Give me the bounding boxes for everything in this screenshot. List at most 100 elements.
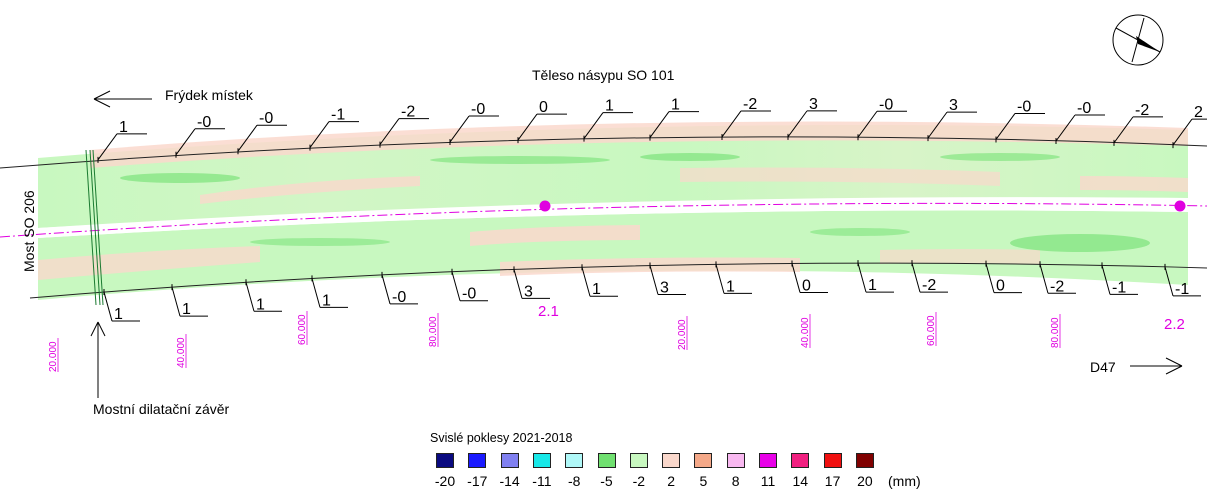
leader-line bbox=[1055, 114, 1076, 142]
joint-label: Mostní dilatační závěr bbox=[93, 401, 230, 417]
leader-line bbox=[1164, 266, 1174, 296]
lower-value: 1 bbox=[592, 281, 601, 298]
lower-value: 1 bbox=[256, 296, 265, 313]
arrow-up-icon bbox=[90, 321, 106, 398]
leader-line bbox=[103, 291, 113, 322]
lower-value: -2 bbox=[1050, 278, 1064, 295]
point-marker bbox=[1174, 200, 1186, 212]
station-label: 40.000 bbox=[800, 314, 811, 348]
upper-settlement-labels: 1 -0 -0 -1 -2 -0 0 1 1 -2 3 -0 3 -0 -0 -2 2 bbox=[97, 96, 1207, 163]
leader-line bbox=[1113, 116, 1134, 144]
leader-line bbox=[175, 128, 196, 156]
leader-line bbox=[245, 282, 255, 312]
embankment-title: Těleso násypu SO 101 bbox=[532, 67, 675, 83]
point-label-2-2: 2.2 bbox=[1164, 316, 1185, 333]
leader-line bbox=[927, 111, 948, 139]
upper-value: 1 bbox=[119, 119, 128, 136]
station-text: 20.000 bbox=[48, 341, 59, 372]
leader-line bbox=[911, 263, 921, 293]
point-marker bbox=[539, 200, 551, 212]
joint-line bbox=[85, 149, 97, 306]
upper-value: 2 bbox=[1194, 104, 1203, 121]
upper-value: -0 bbox=[879, 96, 893, 113]
lower-value: -1 bbox=[1112, 279, 1126, 296]
station-text: 60.000 bbox=[926, 315, 937, 346]
leader-line bbox=[381, 274, 391, 304]
upper-green-patch bbox=[640, 153, 740, 161]
north-arrow-icon bbox=[1112, 14, 1164, 66]
leader-line bbox=[721, 110, 742, 138]
leader-line bbox=[97, 133, 118, 161]
station-text: 40.000 bbox=[176, 337, 187, 368]
lower-value: 1 bbox=[868, 277, 877, 294]
lower-green-patch bbox=[1010, 234, 1150, 252]
leader-line bbox=[451, 271, 461, 301]
leader-line bbox=[311, 278, 321, 308]
lower-value: 3 bbox=[524, 283, 533, 300]
station-label: 80.000 bbox=[428, 313, 439, 347]
upper-value: -2 bbox=[743, 96, 757, 113]
station-text: 80.000 bbox=[428, 316, 439, 347]
lower-value: 0 bbox=[996, 278, 1005, 295]
upper-patch bbox=[1080, 176, 1188, 192]
lower-value: 1 bbox=[182, 301, 191, 318]
direction-left-label: Frýdek místek bbox=[165, 87, 254, 103]
station-label: 60.000 bbox=[297, 311, 308, 345]
lower-value: 3 bbox=[660, 280, 669, 297]
leader-line bbox=[583, 112, 604, 139]
station-text: 40.000 bbox=[800, 317, 811, 348]
upper-value: -0 bbox=[1017, 98, 1031, 115]
upper-value: -2 bbox=[1135, 102, 1149, 119]
upper-value: -1 bbox=[331, 107, 345, 124]
median-gap bbox=[38, 197, 1188, 238]
lower-edge-line bbox=[29, 262, 1207, 299]
leader-line bbox=[787, 110, 808, 138]
leader-line bbox=[449, 115, 470, 143]
leader-line bbox=[857, 110, 878, 138]
lower-value: 1 bbox=[322, 292, 331, 309]
lower-value: -0 bbox=[462, 286, 476, 303]
station-text: 80.000 bbox=[1050, 317, 1061, 348]
lower-green-patch bbox=[810, 228, 910, 236]
upper-value: -0 bbox=[471, 101, 485, 118]
lower-patch bbox=[470, 225, 640, 246]
direction-right-label: D47 bbox=[1090, 359, 1116, 375]
upper-value: 3 bbox=[949, 97, 958, 114]
leader-line bbox=[379, 118, 400, 145]
upper-patch bbox=[680, 167, 1000, 186]
station-label: 20.000 bbox=[48, 338, 59, 372]
upper-green-patch bbox=[120, 173, 240, 183]
upper-value: 1 bbox=[671, 97, 680, 114]
station-label: 80.000 bbox=[1050, 314, 1061, 348]
leader-line bbox=[1172, 118, 1193, 146]
lower-patch bbox=[880, 249, 1040, 264]
leader-line bbox=[1101, 265, 1111, 295]
upper-edge-line bbox=[0, 136, 1207, 169]
station-text: 20.000 bbox=[677, 319, 688, 350]
leader-line bbox=[649, 111, 670, 138]
upper-value: -0 bbox=[197, 114, 211, 131]
bridge-label: Most SO 206 bbox=[21, 190, 37, 272]
leader-line bbox=[517, 113, 538, 141]
leader-line bbox=[309, 121, 330, 148]
lower-value: 1 bbox=[726, 278, 735, 295]
upper-value: -0 bbox=[1077, 100, 1091, 117]
station-labels: 20.000 40.000 60.000 80.000 20.000 40.000 60.0… bbox=[48, 311, 1061, 372]
station-label: 20.000 bbox=[677, 316, 688, 350]
upper-green-patch bbox=[940, 153, 1060, 161]
leader-line bbox=[857, 262, 867, 293]
leader-line bbox=[513, 269, 523, 299]
station-label: 40.000 bbox=[176, 334, 187, 368]
point-label-2-1: 2.1 bbox=[538, 303, 559, 320]
joint-line bbox=[89, 149, 101, 306]
lower-settlement-labels: 1 1 1 1 -0 -0 3 1 3 1 0 1 -2 0 -2 -1 -1 bbox=[103, 260, 1201, 323]
leader-line bbox=[791, 263, 801, 293]
leader-line bbox=[649, 265, 659, 295]
leader-line bbox=[171, 286, 181, 317]
leader-line bbox=[715, 264, 725, 294]
upper-value: 3 bbox=[809, 96, 818, 113]
lower-value: -0 bbox=[392, 289, 406, 306]
upper-value: 0 bbox=[539, 99, 548, 116]
arrow-right-icon bbox=[1130, 357, 1183, 375]
